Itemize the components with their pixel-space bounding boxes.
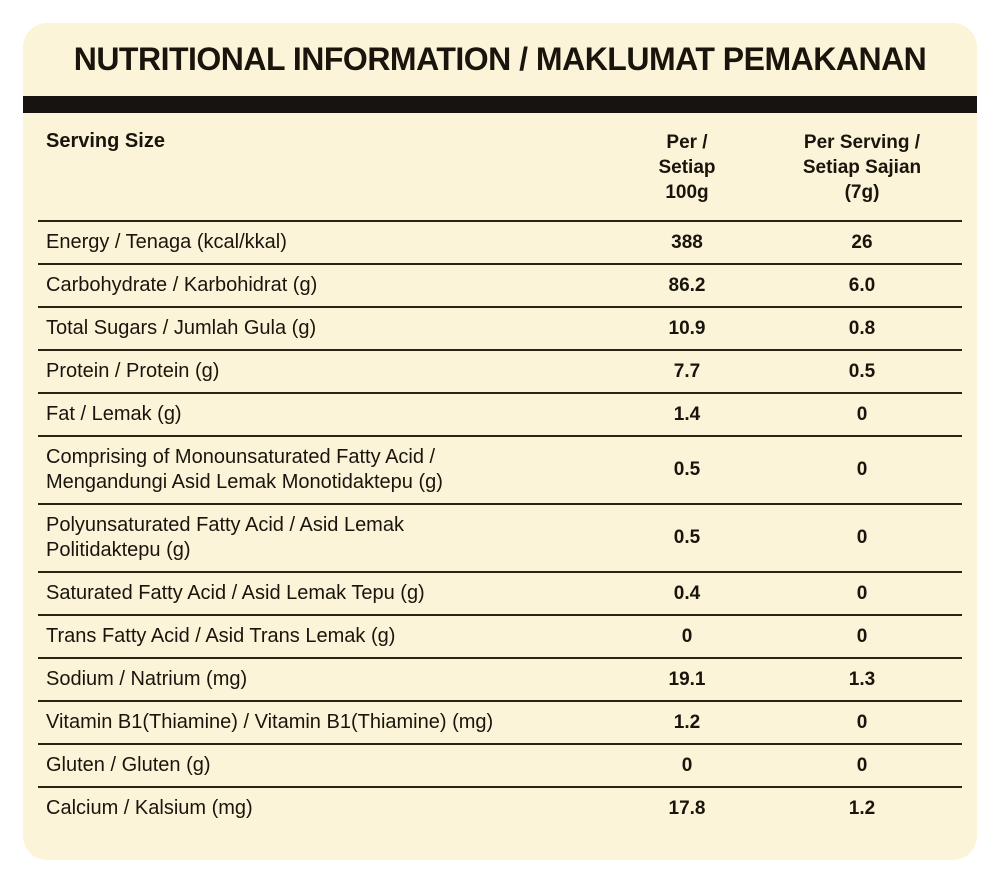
table-row: Energy / Tenaga (kcal/kkal) 388 26 — [38, 222, 962, 265]
table-row: Comprising of Monounsaturated Fatty Acid… — [38, 437, 962, 505]
nutrient-label: Vitamin B1(Thiamine) / Vitamin B1(Thiami… — [46, 711, 494, 733]
nutrient-label: Calcium / Kalsium (mg) — [46, 797, 253, 819]
column-header-serving-size: Serving Size — [46, 130, 165, 152]
per-serving-value: 0 — [856, 527, 868, 548]
table-header-row: Serving Size Per / Setiap 100g Per Servi… — [38, 113, 962, 222]
table-row: Total Sugars / Jumlah Gula (g) 10.9 0.8 — [38, 308, 962, 351]
per-serving-value: 0 — [856, 582, 868, 604]
nutrition-table: Serving Size Per / Setiap 100g Per Servi… — [38, 113, 962, 829]
per-100g-value: 7.7 — [673, 360, 701, 382]
per-100g-value: 1.2 — [673, 711, 701, 733]
per-100g-value: 0.5 — [673, 527, 701, 548]
per-100g-value: 86.2 — [668, 274, 706, 296]
per-100g-value: 0 — [681, 625, 693, 647]
per-100g-value: 0 — [681, 754, 693, 776]
nutrient-label: Carbohydrate / Karbohidrat (g) — [46, 274, 318, 296]
per-serving-value: 1.2 — [848, 797, 876, 819]
per-100g-value: 19.1 — [668, 668, 706, 690]
table-row: Carbohydrate / Karbohidrat (g) 86.2 6.0 — [38, 265, 962, 308]
per-serving-value: 0.5 — [848, 360, 876, 382]
per-serving-value: 0.8 — [848, 317, 876, 339]
table-row: Protein / Protein (g) 7.7 0.5 — [38, 351, 962, 394]
column-header-per-serving: Per Serving / Setiap Sajian (7g) — [802, 132, 922, 203]
nutrient-label: Saturated Fatty Acid / Asid Lemak Tepu (… — [46, 582, 425, 604]
per-serving-value: 6.0 — [848, 274, 876, 296]
page-title: NUTRITIONAL INFORMATION / MAKLUMAT PEMAK… — [73, 41, 927, 77]
per-serving-value: 0 — [856, 754, 868, 776]
table-row: Sodium / Natrium (mg) 19.1 1.3 — [38, 659, 962, 702]
per-serving-value: 0 — [856, 403, 868, 425]
title-bar: NUTRITIONAL INFORMATION / MAKLUMAT PEMAK… — [23, 23, 977, 96]
per-100g-value: 17.8 — [668, 797, 706, 819]
table-row: Fat / Lemak (g) 1.4 0 — [38, 394, 962, 437]
nutrient-label: Fat / Lemak (g) — [46, 403, 182, 425]
table-row: Polyunsaturated Fatty Acid / Asid Lemak … — [38, 505, 962, 573]
nutrient-label: Energy / Tenaga (kcal/kkal) — [46, 231, 287, 253]
nutrient-label: Protein / Protein (g) — [46, 360, 220, 382]
nutrient-label: Gluten / Gluten (g) — [46, 754, 211, 776]
table-row: Vitamin B1(Thiamine) / Vitamin B1(Thiami… — [38, 702, 962, 745]
per-serving-value: 0 — [856, 459, 868, 480]
nutrient-label: Sodium / Natrium (mg) — [46, 668, 248, 690]
table-body: Energy / Tenaga (kcal/kkal) 388 26 Carbo… — [38, 222, 962, 829]
per-100g-value: 0.5 — [673, 459, 701, 480]
per-serving-value: 26 — [851, 231, 873, 253]
title-divider-bar — [23, 96, 977, 113]
nutrient-label: Trans Fatty Acid / Asid Trans Lemak (g) — [46, 625, 396, 647]
per-100g-value: 10.9 — [668, 317, 706, 339]
column-header-per-100g: Per / Setiap 100g — [658, 132, 716, 203]
per-100g-value: 0.4 — [673, 582, 701, 604]
nutrition-label-card: NUTRITIONAL INFORMATION / MAKLUMAT PEMAK… — [23, 23, 977, 860]
nutrient-label: Polyunsaturated Fatty Acid / Asid Lemak … — [46, 514, 404, 561]
per-serving-value: 0 — [856, 625, 868, 647]
table-row: Gluten / Gluten (g) 0 0 — [38, 745, 962, 788]
per-100g-value: 1.4 — [673, 403, 701, 425]
nutrient-label: Comprising of Monounsaturated Fatty Acid… — [46, 446, 443, 493]
table-row: Calcium / Kalsium (mg) 17.8 1.2 — [38, 788, 962, 829]
table-row: Trans Fatty Acid / Asid Trans Lemak (g) … — [38, 616, 962, 659]
nutrient-label: Total Sugars / Jumlah Gula (g) — [46, 317, 317, 339]
per-100g-value: 388 — [671, 231, 703, 253]
per-serving-value: 1.3 — [848, 668, 876, 690]
per-serving-value: 0 — [856, 711, 868, 733]
table-row: Saturated Fatty Acid / Asid Lemak Tepu (… — [38, 573, 962, 616]
